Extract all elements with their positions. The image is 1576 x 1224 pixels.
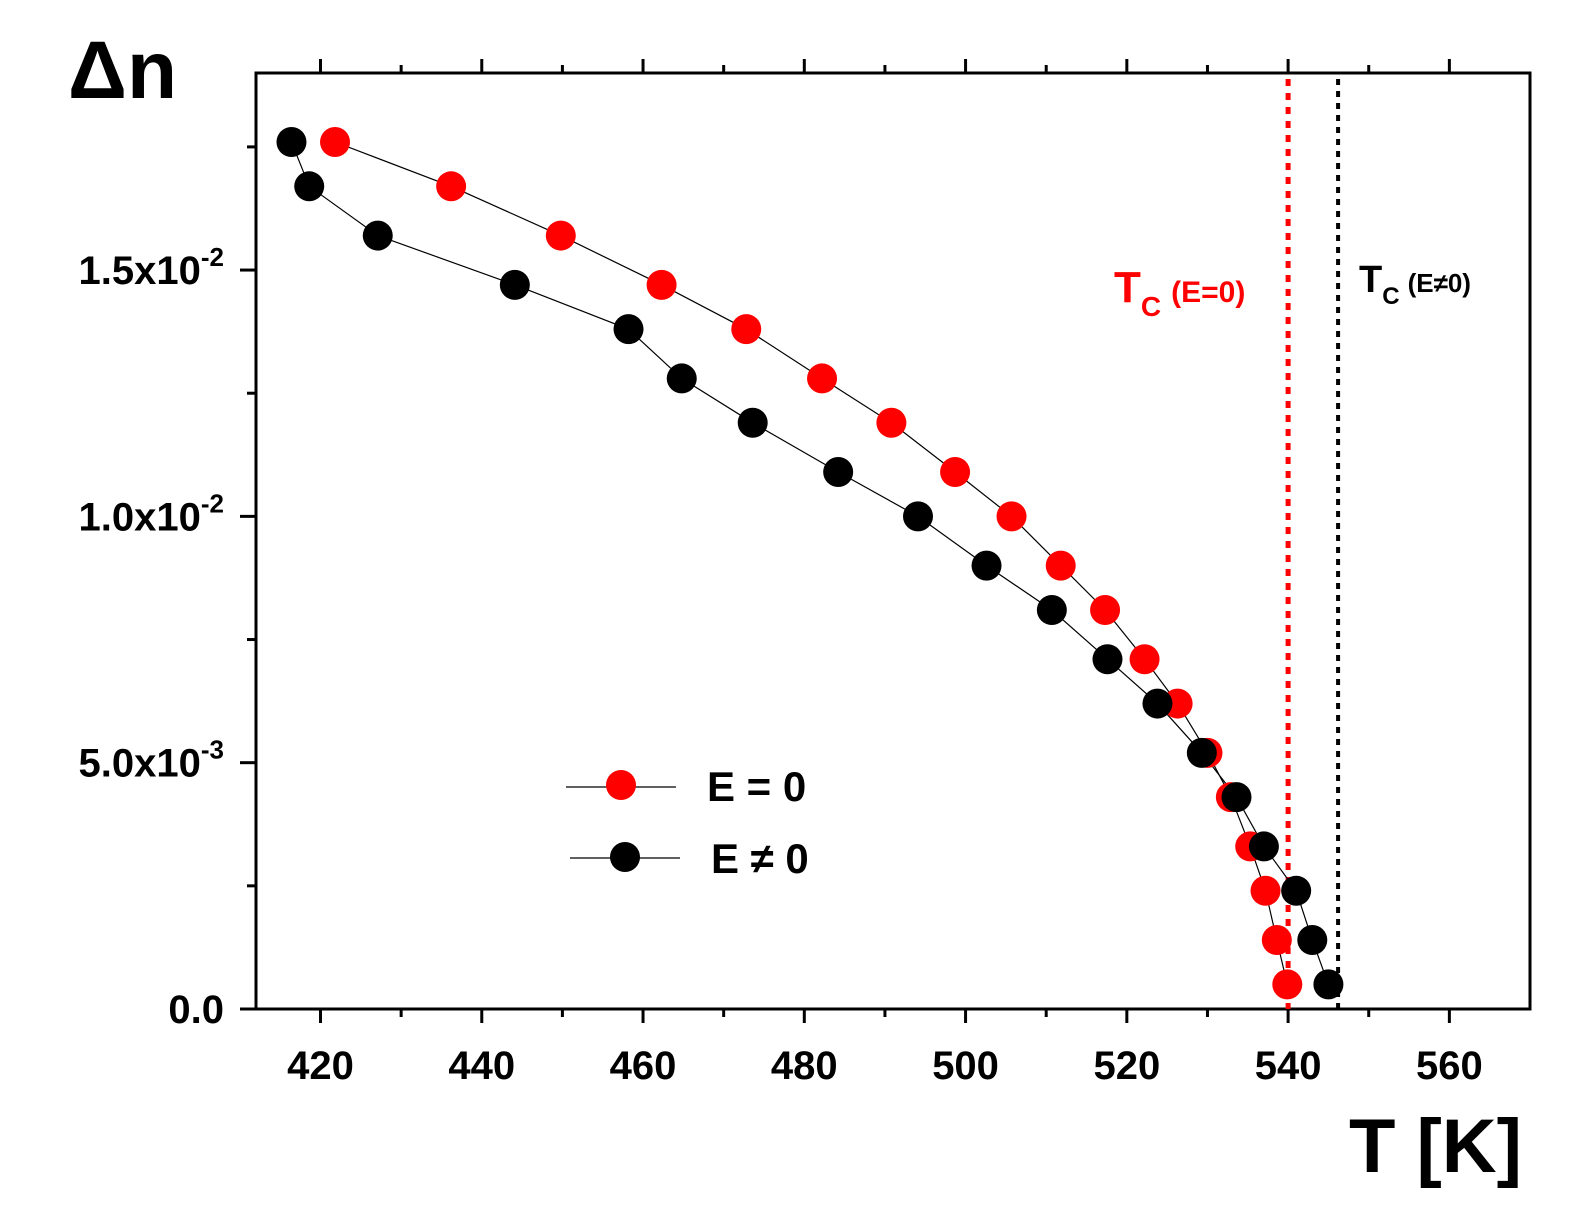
data-point	[294, 171, 325, 202]
legend-label-black: E ≠ 0	[711, 835, 809, 882]
x-tick-labels: 420 440 460 480 500 520 540 560	[287, 1044, 1483, 1088]
data-point	[613, 314, 644, 345]
data-point	[1313, 969, 1344, 1000]
data-point	[823, 457, 854, 488]
y-tick-label: 5.0x10-3	[79, 735, 224, 786]
data-point	[499, 269, 530, 300]
x-tick-label: 500	[932, 1044, 999, 1088]
data-point	[1250, 875, 1281, 906]
x-tick-label: 520	[1093, 1044, 1160, 1088]
legend-marker-red	[606, 770, 636, 800]
x-tick-label: 560	[1416, 1044, 1483, 1088]
legend-marker-black	[610, 842, 640, 872]
data-point	[362, 220, 393, 251]
tc-lines	[1285, 79, 1341, 1009]
y-tick-labels: 0.0 5.0x10-3 1.0x10-2 1.5x10-2	[79, 242, 224, 1032]
plot-frame	[254, 71, 1532, 1011]
data-point	[1248, 831, 1279, 862]
x-tick-label: 420	[287, 1044, 354, 1088]
data-point	[1221, 782, 1252, 813]
data-point	[876, 407, 907, 438]
data-point	[646, 269, 677, 300]
y-tick-label: 0.0	[168, 988, 224, 1032]
axis-ticks	[240, 59, 1451, 1023]
data-point	[1142, 688, 1173, 719]
tc-annotation-black: TC (E≠0)	[1359, 259, 1471, 310]
legend: E = 0 E ≠ 0	[566, 763, 809, 882]
data-point	[996, 501, 1027, 532]
data-point	[1272, 969, 1303, 1000]
data-point	[1261, 925, 1292, 956]
data-point	[545, 220, 576, 251]
series-line	[290, 141, 1329, 985]
data-point	[276, 126, 307, 157]
data-point	[737, 407, 768, 438]
series-points	[276, 126, 1344, 1000]
data-point	[1281, 875, 1312, 906]
x-tick-label: 440	[448, 1044, 515, 1088]
y-tick-label: 1.5x10-2	[79, 242, 224, 293]
data-point	[1092, 644, 1123, 675]
x-tick-label: 460	[610, 1044, 677, 1088]
data-point	[940, 457, 971, 488]
data-point	[902, 501, 933, 532]
data-point	[1045, 550, 1076, 581]
x-tick-label: 540	[1255, 1044, 1322, 1088]
data-point	[1297, 925, 1328, 956]
data-point	[1090, 594, 1121, 625]
legend-label-red: E = 0	[707, 763, 806, 810]
data-point	[1129, 644, 1160, 675]
y-axis-title: Δn	[68, 25, 177, 116]
data-point	[1036, 594, 1067, 625]
x-tick-label: 480	[771, 1044, 838, 1088]
data-point	[666, 363, 697, 394]
data-point	[807, 363, 838, 394]
tc-annotation-red: TC (E=0)	[1114, 263, 1245, 322]
data-point	[1186, 737, 1217, 768]
series-line	[334, 141, 1288, 985]
series-lines	[290, 141, 1329, 985]
y-tick-label: 1.0x10-2	[79, 488, 224, 539]
data-point	[436, 171, 467, 202]
data-point	[731, 314, 762, 345]
data-point	[971, 550, 1002, 581]
data-point	[320, 126, 351, 157]
x-axis-title: T [K]	[1349, 1104, 1522, 1189]
